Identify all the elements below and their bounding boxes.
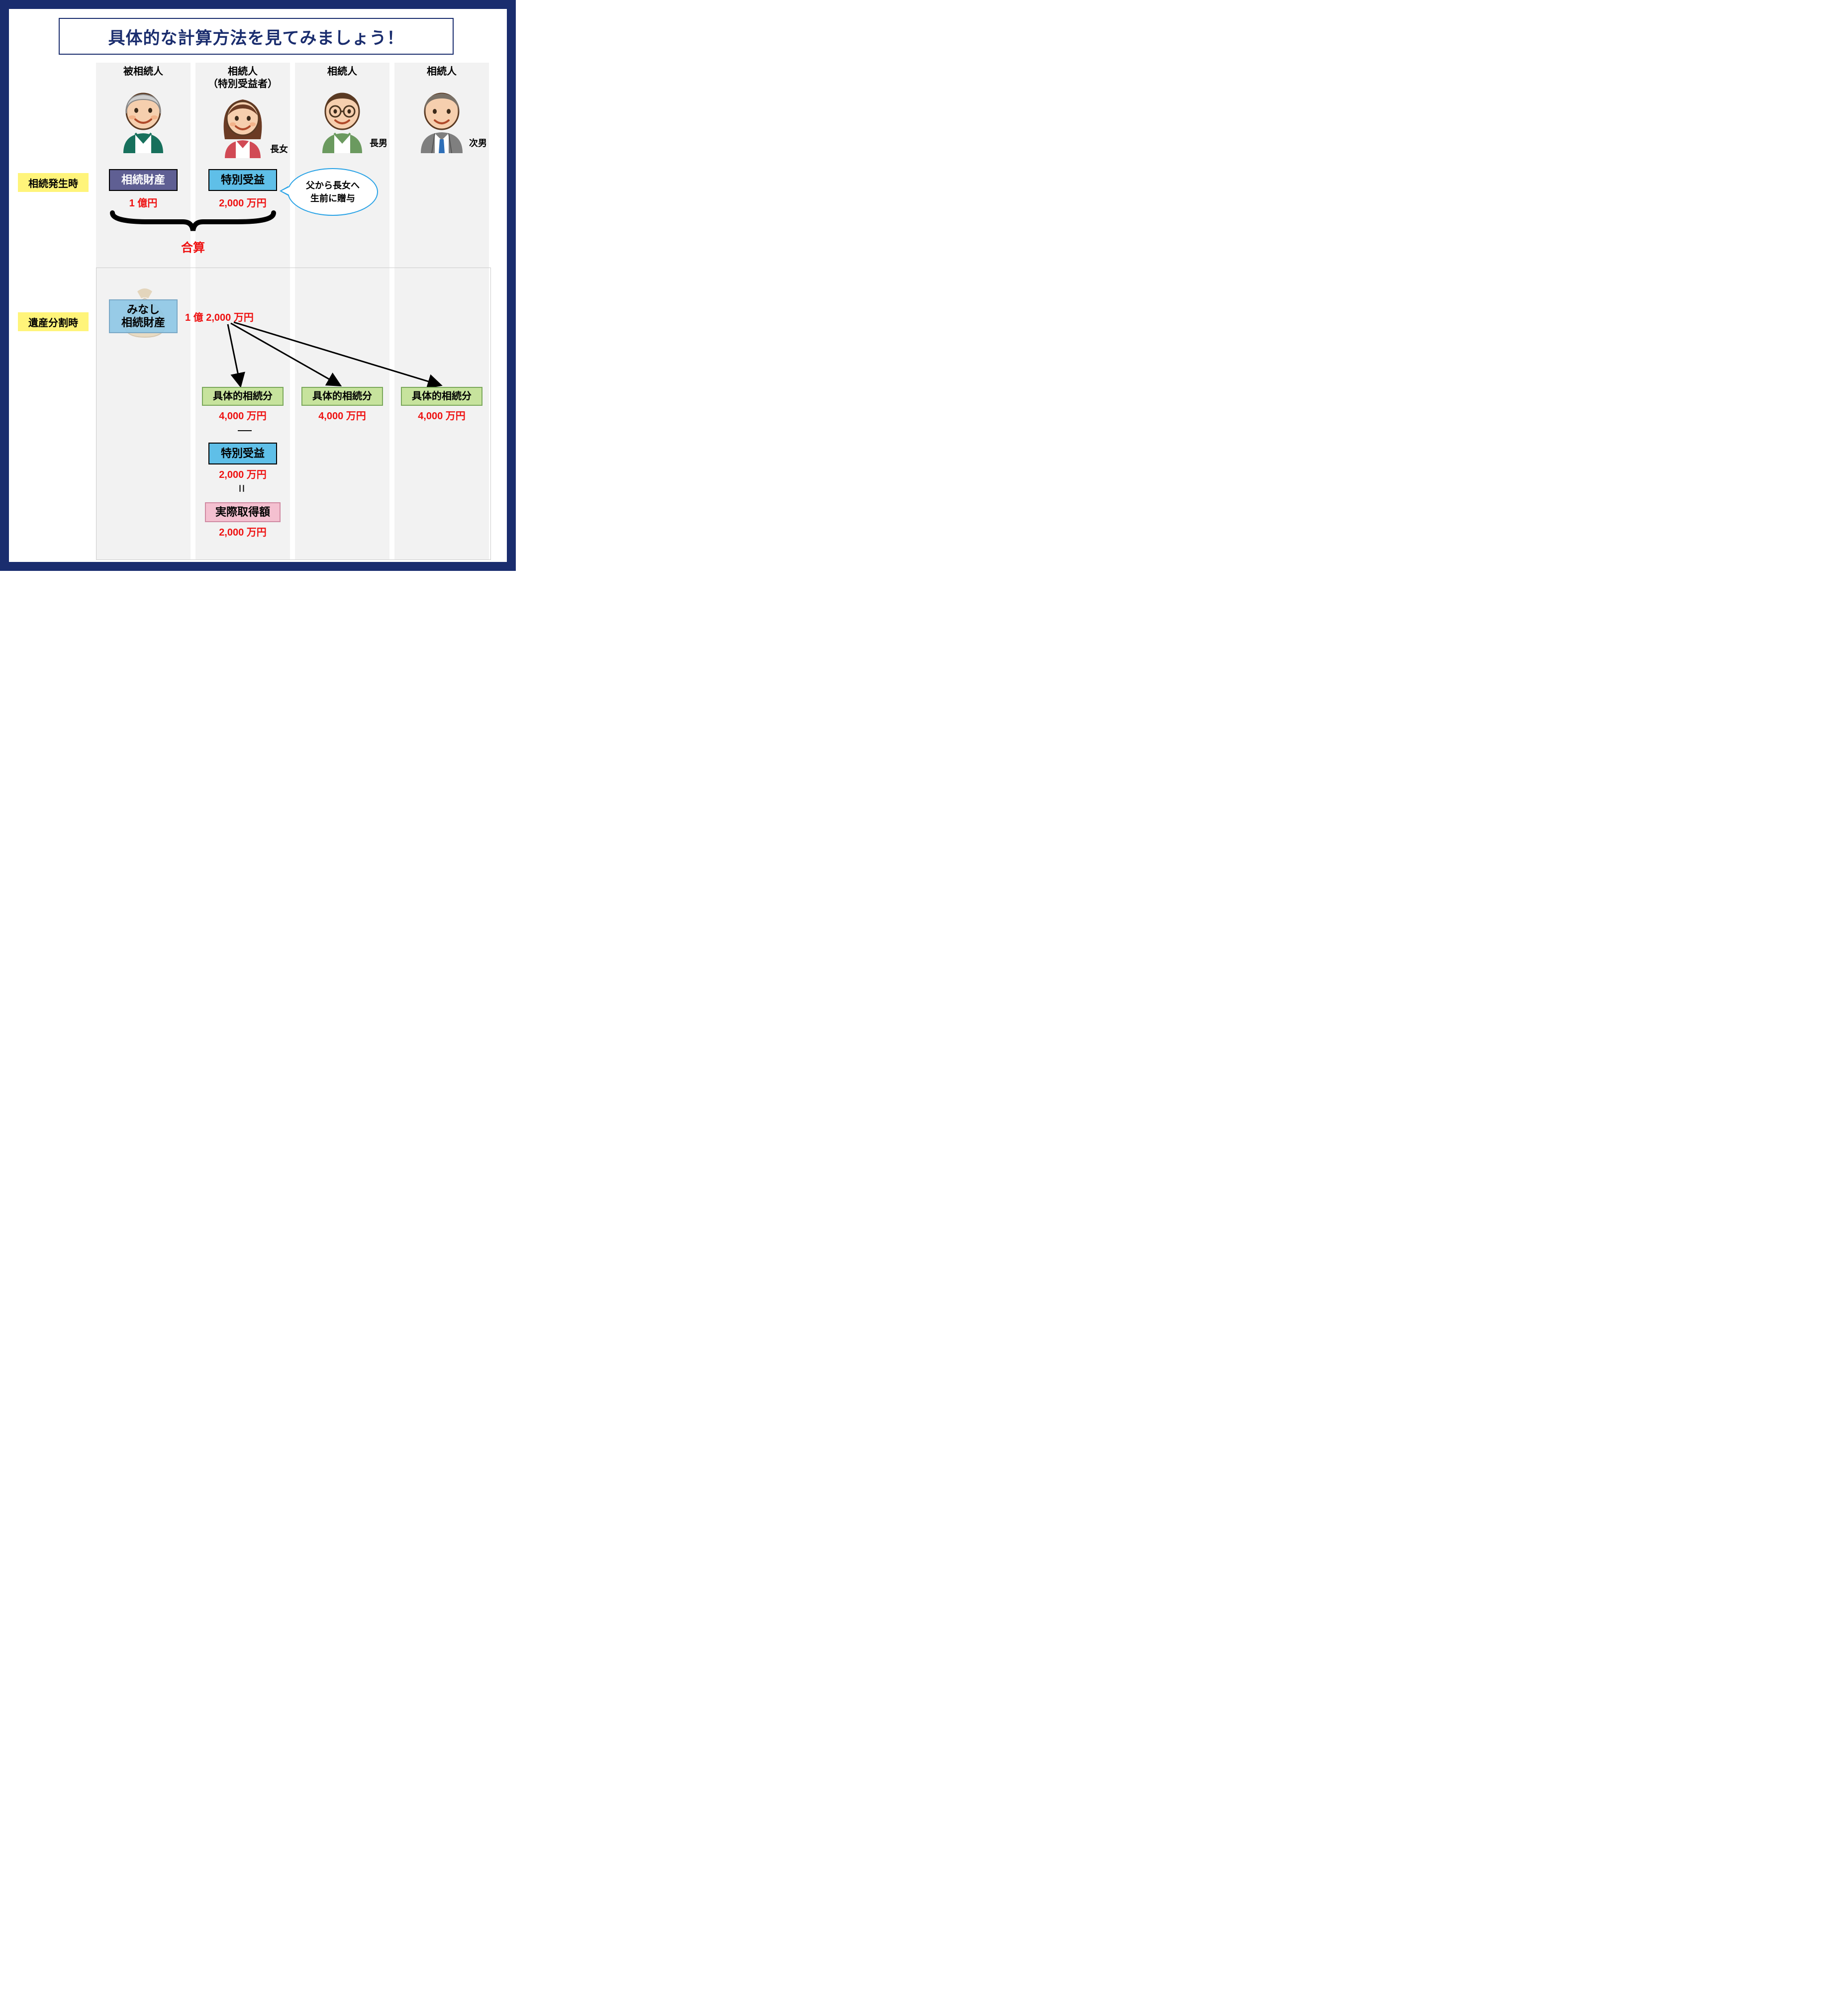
equals-sign: = [234, 484, 250, 492]
val-benefit2: 2,000 万円 [208, 466, 277, 481]
val-actual: 2,000 万円 [205, 524, 281, 539]
box-share-1-label: 具体的相続分 [213, 390, 273, 402]
val-share-2: 4,000 万円 [301, 408, 383, 422]
box-share-3: 具体的相続分 [401, 387, 482, 406]
box-actual-label: 実際取得額 [215, 506, 270, 519]
box-share-3-label: 具体的相続分 [412, 390, 472, 402]
box-benefit2: 特別受益 [208, 443, 277, 464]
val-share-1: 4,000 万円 [202, 408, 284, 422]
box-share-2-label: 具体的相続分 [312, 390, 372, 402]
val-share-3: 4,000 万円 [401, 408, 482, 422]
minus-sign: ― [238, 422, 252, 438]
infographic-frame: 具体的な計算方法を見てみましょう！ 被相続人 相続人 （特別受益者） [0, 0, 516, 571]
box-benefit2-label: 特別受益 [221, 447, 265, 460]
box-actual: 実際取得額 [205, 502, 281, 522]
box-share-1: 具体的相続分 [202, 387, 284, 406]
box-share-2: 具体的相続分 [301, 387, 383, 406]
